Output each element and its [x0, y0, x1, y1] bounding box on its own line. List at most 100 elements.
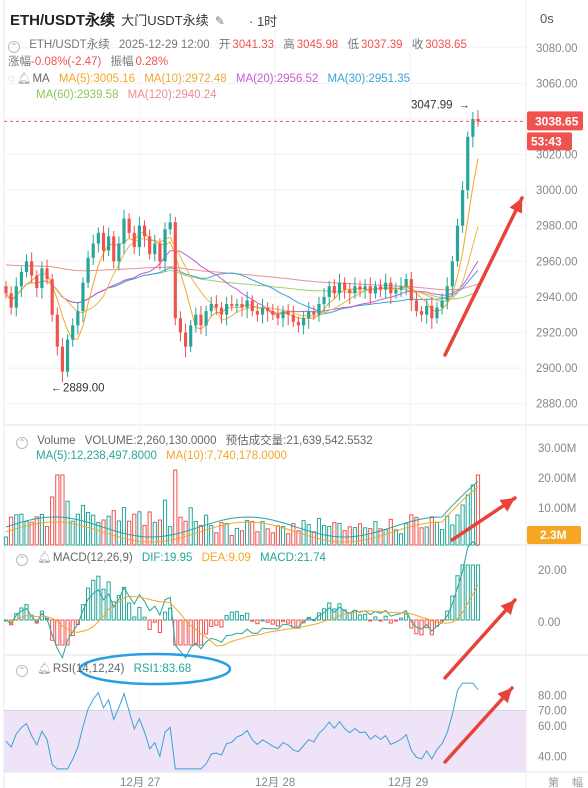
volume-bar [332, 522, 337, 546]
volume-bar [450, 524, 455, 546]
volume-tick-label: 20.00M [538, 473, 576, 485]
annotation-arrowhead-2 [500, 600, 515, 616]
candle-body [107, 236, 111, 251]
volume-bar [55, 474, 60, 546]
candle-body [204, 311, 208, 326]
annotation-arrowhead-1 [499, 498, 515, 512]
rsi-alert-icon[interactable]: 🔔︎ [37, 663, 52, 675]
volume-bar [198, 524, 204, 546]
rsi-row: ⌃ 🔔︎RSI(14,12,24) RSI1:83.68 [16, 661, 197, 677]
collapse-icon[interactable]: ⌃ [8, 41, 20, 53]
volume-bar [275, 525, 281, 546]
candle-body [194, 314, 198, 326]
candle-body [337, 282, 342, 294]
macd-bar [85, 587, 91, 621]
macd-bar [70, 619, 75, 636]
volume-bar [260, 521, 265, 546]
candle-body [45, 268, 49, 280]
volume-bar [280, 526, 286, 546]
candle-body [50, 279, 54, 315]
volume-bar [470, 484, 475, 546]
macd-row: ⌃ 🔔︎MACD(12,26,9) DIF:19.95 DEA:9.09 MAC… [16, 550, 332, 566]
ma5-value: MA(5):3005.16 [58, 73, 135, 85]
x-axis-label: 12月 27 [120, 777, 160, 788]
candle-body [399, 286, 403, 290]
volume-bar [301, 520, 306, 546]
amplitude-label: 振幅 [110, 56, 134, 68]
volume-bar [347, 526, 352, 546]
candle-body [378, 286, 383, 290]
macd-bar [332, 608, 337, 621]
change-value: -0.08%(-2.47) [31, 56, 102, 68]
candle-body [163, 229, 167, 262]
volume-bar [116, 520, 121, 546]
low-value: 3037.39 [360, 39, 403, 51]
volume-bar [50, 496, 55, 546]
macd-bar [137, 606, 142, 621]
candle-body [122, 218, 126, 244]
rsi-collapse-icon[interactable]: ⌃ [16, 665, 28, 677]
volume-bar [85, 512, 91, 546]
ma-row-1: ◌ 🔔︎MA MA(5):3005.16 MA(10):2972.48 MA(20… [8, 71, 416, 85]
ma60-value: MA(60):2939.58 [36, 89, 119, 101]
macd-bar [157, 619, 163, 634]
ma120-value: MA(120):2940.24 [127, 89, 217, 101]
volume-bar [445, 515, 450, 546]
volume-bar [44, 525, 50, 546]
est-volume-value: 预估成交量:21,639,542.5532 [225, 435, 373, 447]
alert-icon[interactable]: 🔔︎ [16, 73, 32, 85]
symbol-name[interactable]: ETH/USDT永续 [10, 12, 116, 29]
volume-collapse-icon[interactable]: ⌃ [16, 437, 28, 449]
macd-bar [460, 564, 465, 621]
eye-icon[interactable]: ◌ [8, 73, 15, 85]
macd-bar [398, 617, 404, 621]
symbol-title[interactable]: ETH/USDT永续 大门USDT永续 ✎ [10, 9, 225, 30]
volume-bar [255, 531, 260, 546]
ma30-value: MA(30):2951.35 [327, 73, 410, 85]
candle-body [4, 286, 8, 294]
candle-body [281, 311, 285, 319]
dea-value: DEA:9.09 [201, 552, 251, 564]
candle-body [81, 282, 85, 312]
macd-bar [91, 579, 96, 621]
macd-bar [388, 619, 393, 624]
volume-bar [183, 520, 188, 546]
timeframe-label[interactable]: · 1时 [249, 14, 278, 29]
macd-bar [378, 619, 383, 622]
ma-label: MA [32, 73, 50, 85]
change-row: 涨幅-0.08%(-2.47) 振幅 0.28% [8, 53, 174, 69]
volume-bar [157, 519, 163, 546]
macd-bar [65, 619, 70, 646]
macd-bar [245, 612, 250, 621]
candle-body [476, 118, 480, 122]
macd-bar [234, 611, 239, 621]
macd-bar [224, 615, 229, 621]
last-price-tag: 3038.65 [535, 114, 579, 128]
candle-body [132, 232, 136, 248]
macd-collapse-icon[interactable]: ⌃ [16, 554, 28, 566]
dif-value: DIF:19.95 [141, 552, 193, 564]
macd-label: MACD(12,26,9) [52, 552, 133, 564]
volume-bar [378, 528, 383, 546]
macd-alert-icon[interactable]: 🔔︎ [37, 552, 52, 564]
macd-bar [363, 613, 368, 621]
macd-bar [291, 619, 296, 628]
macd-bar [142, 616, 147, 621]
volume-bar [239, 530, 245, 546]
volume-bar [383, 529, 388, 546]
macd-bar [55, 619, 60, 646]
timeframe-value[interactable]: 1时 [256, 14, 278, 29]
volume-bar [209, 525, 214, 546]
macd-bar [270, 619, 275, 625]
candle-body [71, 325, 75, 340]
macd-bar [188, 619, 193, 646]
high-marker-arrow: → [459, 100, 470, 112]
candle-body [158, 243, 162, 262]
volume-bar [34, 516, 39, 546]
volume-bar [173, 469, 178, 546]
macd-bar [373, 616, 378, 621]
macd-bar [424, 619, 429, 629]
edit-icon[interactable]: ✎ [214, 14, 225, 28]
macd-bar [327, 602, 332, 621]
